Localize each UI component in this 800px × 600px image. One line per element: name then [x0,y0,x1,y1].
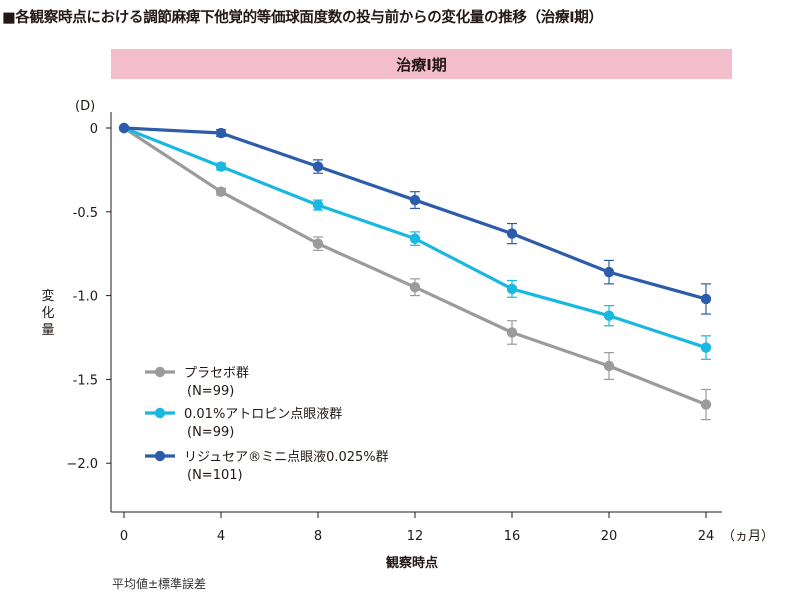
data-point [701,342,711,352]
x-tick-label: 12 [407,529,424,544]
data-point [216,161,226,171]
y-tick-label: -1.5 [73,373,98,388]
data-point [410,233,420,243]
data-point [604,361,614,371]
data-point [410,282,420,292]
x-tick-label: 0 [120,529,128,544]
legend-n: (N=99) [187,384,234,399]
legend-entry-0: プラセボ群 (N=99) [145,366,249,399]
footnote: 平均値±標準誤差 [112,575,206,592]
legend-entry-1: 0.01%アトロピン点眼液群 (N=99) [145,407,342,440]
legend-label: プラセボ群 [184,366,249,381]
x-tick-label: 24 [698,529,715,544]
legend-marker [155,367,165,377]
data-point [604,311,614,321]
series-line [124,128,706,299]
x-tick-label: 4 [217,529,225,544]
legend-n: (N=101) [187,468,243,483]
line-chart: 0 -0.5 -1.0 -1.5 −2.0 (D) 変化量 0 4 8 12 16 20 24 （ヵ月） 観察… [0,0,800,600]
legend-marker [155,408,165,418]
data-point [701,399,711,409]
data-point [507,228,517,238]
data-point [507,284,517,294]
y-tick-label: -1.0 [73,290,98,305]
legend-label: リジュセア®ミニ点眼液0.025%群 [184,450,389,465]
legend-label: 0.01%アトロピン点眼液群 [184,407,342,422]
data-point [313,200,323,210]
data-point [410,195,420,205]
data-point [313,161,323,171]
x-tick-label: 16 [504,529,521,544]
x-tick-label: 20 [601,529,618,544]
y-tick-label: -0.5 [73,206,98,221]
data-point [119,123,129,133]
data-point [313,238,323,248]
data-point [216,128,226,138]
data-point [216,186,226,196]
series-1 [119,123,711,359]
y-tick-label: 0 [90,122,98,137]
data-point [507,327,517,337]
x-unit-label: （ヵ月） [722,529,774,544]
y-axis-label: 変化量 [41,288,54,338]
legend-n: (N=99) [187,425,234,440]
legend: プラセボ群 (N=99) 0.01%アトロピン点眼液群 (N=99) リジュセア®ミニ点… [145,366,389,483]
y-unit-label: (D) [75,99,95,114]
x-tick-label: 8 [314,529,322,544]
data-point [604,267,614,277]
x-axis-label: 観察時点 [385,555,438,571]
y-tick-label: −2.0 [66,457,98,472]
series-line [124,128,706,405]
legend-marker [155,451,165,461]
data-point [701,294,711,304]
legend-entry-2: リジュセア®ミニ点眼液0.025%群 (N=101) [145,450,389,483]
